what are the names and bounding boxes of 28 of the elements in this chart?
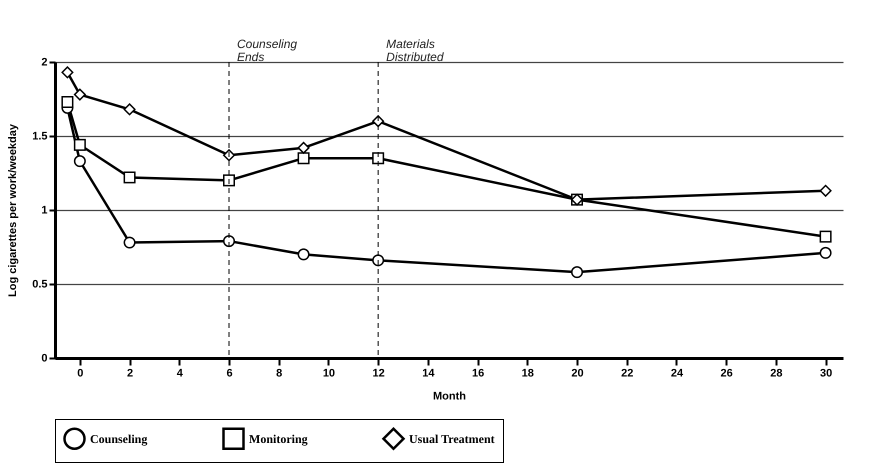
x-tick-label: 26: [720, 368, 733, 380]
x-tick-label: 12: [372, 368, 385, 380]
y-tick-label: 0.5: [32, 278, 48, 290]
y-tick-label: 1: [41, 204, 48, 216]
x-tick-label: 22: [621, 368, 634, 380]
y-tick-label: 0: [41, 352, 48, 364]
x-tick-label: 8: [276, 368, 282, 380]
x-tick-label: 10: [322, 368, 336, 380]
legend-label: Counseling: [90, 432, 148, 446]
x-tick-label: 16: [472, 368, 484, 380]
y-tick-label: 2: [41, 56, 48, 68]
x-tick-label: 14: [422, 368, 436, 380]
legend-label: Monitoring: [249, 432, 308, 446]
x-axis-title: Month: [433, 390, 466, 402]
legend-label: Usual Treatment: [409, 432, 495, 446]
x-tick-label: 30: [820, 368, 832, 380]
x-tick-label: 28: [770, 368, 783, 380]
ref-line-label: Materials Distributed: [386, 37, 444, 64]
ref-line-label: Counseling Ends: [237, 37, 298, 64]
x-tick-label: 6: [226, 368, 233, 380]
x-tick-label: 0: [77, 368, 84, 380]
x-tick-label: 2: [127, 368, 134, 380]
x-tick-label: 4: [176, 368, 184, 380]
y-axis-title: Log cigarettes per work/weekday: [7, 123, 20, 298]
x-tick-label: 20: [571, 368, 584, 380]
x-tick-label: 18: [522, 368, 534, 380]
x-tick-label: 24: [670, 368, 684, 380]
y-tick-label: 1.5: [32, 130, 48, 142]
